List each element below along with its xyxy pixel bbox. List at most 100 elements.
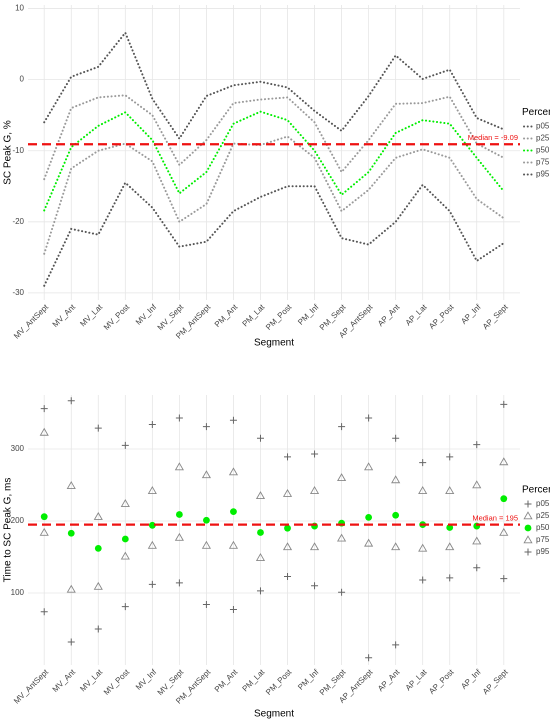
point: [175, 579, 183, 587]
point: [446, 524, 454, 531]
point: [39, 527, 49, 536]
x-tick-label: PM_Post: [264, 302, 294, 332]
y-tick-label: 300: [11, 444, 25, 453]
x-axis-title: Segment: [254, 338, 294, 349]
line: [43, 30, 505, 141]
median-label: Median = 195: [472, 514, 518, 523]
y-tick-label: -30: [12, 288, 24, 297]
point: [311, 450, 319, 458]
point: [93, 581, 103, 590]
point: [445, 486, 455, 495]
point: [446, 574, 454, 582]
point: [284, 524, 291, 532]
x-tick-label: MV_Post: [102, 667, 132, 697]
point: [364, 538, 374, 547]
legend-label: p95: [536, 170, 550, 179]
point: [311, 582, 319, 590]
point: [175, 414, 183, 422]
x-tick-label: MV_AntSept: [12, 667, 51, 706]
point: [309, 542, 320, 551]
point: [175, 511, 183, 518]
point: [500, 400, 508, 408]
point: [121, 535, 129, 543]
point: [523, 511, 533, 520]
point: [419, 459, 427, 467]
point: [364, 462, 374, 471]
point: [67, 397, 75, 405]
point: [94, 544, 102, 552]
x-tick-label: AP_Inf: [459, 302, 483, 326]
point: [228, 467, 239, 476]
x-tick-label: MV_Lat: [78, 302, 104, 328]
x-tick-label: MV_AntSept: [12, 302, 51, 341]
point: [230, 508, 237, 516]
x-tick-label: AP_Ant: [376, 302, 402, 328]
point: [472, 536, 482, 545]
point: [228, 540, 239, 549]
point: [94, 625, 102, 633]
x-tick-label: PM_Lat: [241, 302, 267, 328]
y-tick-label: -20: [12, 217, 24, 226]
y-tick-label: -10: [12, 146, 24, 155]
point: [202, 601, 210, 609]
legend-label: p25: [536, 134, 550, 143]
x-tick-label: AP_Lat: [404, 667, 429, 692]
point: [499, 457, 509, 466]
panel: -30 -20 -10 0 10 MV_AntSept MV_Ant MV_LatMV_Pos…: [3, 4, 550, 349]
point: [473, 564, 481, 572]
legend-label: p75: [536, 535, 550, 544]
x-axis-title: Segment: [254, 709, 294, 720]
point: [148, 580, 156, 588]
point: [67, 529, 75, 537]
point: [524, 548, 532, 556]
line: [43, 135, 505, 255]
point: [499, 527, 509, 536]
point: [524, 524, 532, 532]
point: [120, 499, 130, 507]
x-tick-label: AP_Sept: [481, 302, 510, 331]
point: [147, 486, 157, 495]
y-tick-label: 100: [11, 588, 25, 597]
x-tick-label: AP_Post: [427, 667, 456, 696]
point: [419, 576, 427, 584]
legend-label: p50: [536, 146, 550, 155]
x-tick-label: AP_Sept: [481, 667, 510, 696]
point: [282, 488, 293, 497]
line: [43, 110, 505, 212]
x-tick-label: PM_Inf: [296, 667, 321, 692]
point: [255, 553, 266, 561]
point: [256, 587, 264, 595]
point: [446, 453, 454, 461]
point: [500, 575, 508, 583]
point: [66, 584, 76, 593]
y-tick-label: 200: [11, 516, 25, 525]
point: [201, 470, 211, 479]
point: [365, 414, 373, 422]
line: [43, 181, 505, 287]
point: [229, 606, 237, 614]
legend-title: Percentile: [522, 485, 550, 496]
point: [93, 511, 103, 520]
point: [391, 475, 401, 484]
x-tick-label: PM_Ant: [213, 302, 240, 329]
x-tick-label: MV_Lat: [78, 667, 104, 693]
legend-label: p05: [536, 122, 550, 131]
point: [391, 542, 401, 551]
point: [365, 514, 373, 521]
point: [472, 480, 482, 489]
point: [392, 511, 400, 519]
point: [284, 453, 292, 461]
point: [40, 405, 48, 413]
point: [257, 529, 264, 536]
point: [174, 462, 184, 471]
point: [256, 434, 264, 442]
y-tick-label: 10: [15, 4, 24, 13]
point: [202, 423, 210, 431]
point: [523, 535, 533, 544]
point: [174, 532, 184, 541]
line: [43, 94, 505, 181]
x-tick-label: MV_Ant: [51, 302, 78, 329]
legend-label: p95: [536, 547, 550, 556]
x-tick-label: MV_Post: [102, 302, 132, 332]
point: [67, 638, 75, 646]
